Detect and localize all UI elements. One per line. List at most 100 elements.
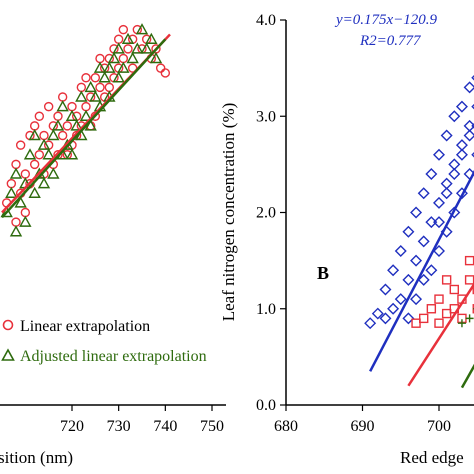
panel-b-x-tick-label-0: 680 <box>274 418 298 435</box>
panel-b-series-0-point-16 <box>417 187 430 200</box>
panel-b-y-tick-label-3: 3.0 <box>256 108 276 125</box>
panel-a-series-1-point-2 <box>9 225 23 237</box>
panel-b-series-0-point-28 <box>448 158 461 171</box>
panel-a-series-1-point-6 <box>19 215 32 227</box>
panel-b-r-squared: R2=0.777 <box>359 33 422 49</box>
panel-b-series-0-point-1 <box>371 307 384 320</box>
panel-b-label: B <box>317 263 329 283</box>
panel-b-series-0-point-3 <box>379 283 392 296</box>
panel-a-series-1-point-34 <box>107 52 121 64</box>
panel-a-series-1-point-43 <box>145 32 158 44</box>
panel-a-x-tick-label-0: 720 <box>60 418 84 435</box>
panel-a-series-1-point-28 <box>89 90 102 102</box>
panel-a-series-0-point-13 <box>34 111 45 121</box>
panel-b-series-0-point-27 <box>440 187 453 200</box>
panel-b-y-tick-label-1: 1.0 <box>256 301 276 318</box>
panel-b-series-0-point-18 <box>425 264 438 277</box>
panel-a-series-0-point-36 <box>90 73 101 83</box>
panel-b-series-1-point-14 <box>472 284 474 295</box>
panel-a-series-1-point-40 <box>131 42 144 54</box>
panel-a-series-0-point-1 <box>6 178 17 189</box>
panel-b-series-0-point-31 <box>448 168 461 180</box>
panel-a-series-0-point-2 <box>11 217 21 227</box>
panel-a-series-0-point-32 <box>81 101 91 112</box>
panel-a-series-1-point-3 <box>9 167 23 179</box>
panel-b-series-0-point-24 <box>440 177 453 190</box>
panel-b-series-0-point-19 <box>425 168 438 180</box>
panel-a-legend: Linear extrapolation Adjusted linear ext… <box>1 318 207 365</box>
panel-a-series-0-point-3 <box>11 159 21 170</box>
panel-b-series-0-point-34 <box>455 100 468 113</box>
panel-b-series-0-point-13 <box>410 206 423 219</box>
panel-b-series-0-point-15 <box>417 273 430 286</box>
legend-adjusted-label: Adjusted linear extrapolation <box>20 348 207 365</box>
panel-a-series-0-point-39 <box>95 53 105 64</box>
panel-b-series-0-point-35 <box>455 148 468 161</box>
panel-b-series-0-point-32 <box>455 139 468 152</box>
panel-a-series-1-point-1 <box>5 186 18 198</box>
panel-b-y-tick-label-0: 0.0 <box>256 397 276 414</box>
panel-a-series-1-point-36 <box>112 42 125 54</box>
panel-a-series-1-point-18 <box>56 100 69 112</box>
panel-a-series-0-point-6 <box>20 169 31 179</box>
panel-a-series-1-point-14 <box>47 129 60 141</box>
panel-a-series-1-point-11 <box>37 138 51 150</box>
panel-b-x-tick-label-2: 700 <box>427 418 451 435</box>
panel-a-series-1-point-25 <box>79 109 93 121</box>
panel-b-y-tick-label-4: 4.0 <box>256 12 276 29</box>
panel-b-series-0-point-10 <box>402 225 415 238</box>
panel-b-series-0-point-6 <box>394 293 407 306</box>
panel-a-series-1-point-29 <box>93 61 107 73</box>
panel-a-series-1-point-41 <box>135 23 149 35</box>
panel-b-series-0-point-23 <box>433 216 445 229</box>
panel-b-y-tick-label-2: 2.0 <box>256 205 276 222</box>
panel-a-series-1-point-16 <box>51 119 65 131</box>
panel-a-series-0-point-17 <box>43 101 54 112</box>
panel-b-series-1-point-1 <box>419 313 429 324</box>
panel-b-x-axis-label: Red edge <box>400 448 464 467</box>
panel-b-series-1-point-5 <box>441 308 452 319</box>
panel-b-series-0-point-26 <box>440 129 453 142</box>
panel-b-series-0-point-4 <box>387 302 400 315</box>
panel-a-series-0-point-49 <box>118 24 129 35</box>
panel-b-y-ticks: 0.0 1.0 2.0 3.0 4.0 <box>256 12 286 414</box>
panel-b-series-1-point-8 <box>449 284 459 295</box>
panel-a-series-1-point-9 <box>28 129 41 141</box>
panel-a-series-0-point-24 <box>62 121 73 131</box>
panel-b-series-0-point-5 <box>387 264 400 277</box>
panel-a-series-0-point-10 <box>29 121 40 131</box>
legend-adjusted-marker-icon <box>1 348 15 361</box>
panel-b-series-0-point-11 <box>410 254 423 267</box>
panel-a-series-0-point-22 <box>57 130 68 141</box>
panel-a-series-0-point-11 <box>29 159 40 170</box>
panel-b-series-0-point-20 <box>433 196 445 209</box>
panel-a-x-tick-label-1: 730 <box>107 418 131 435</box>
panel-b-series-2-point-0 <box>457 319 466 328</box>
panel-a-series-1-point-22 <box>70 119 83 131</box>
panel-b-series-1-point-0 <box>411 318 421 328</box>
panel-a-series-1-point-20 <box>65 109 79 121</box>
panel-b-series-0-point-7 <box>394 245 407 257</box>
panel-a-series-1-point-26 <box>84 80 97 93</box>
panel-a-series-1-point-38 <box>121 32 135 44</box>
panel-a: 720 730 740 750 sition (nm) Linear extrapol… <box>0 23 226 467</box>
panel-a-series-0-point-5 <box>15 140 26 150</box>
panel-b-series-1-point-2 <box>426 304 437 314</box>
panel-b-series-0-point-21 <box>433 245 445 257</box>
panel-a-series-0-point-7 <box>20 207 31 218</box>
panel-a-series-1-point-13 <box>42 148 55 160</box>
panel-a-series-1-point-31 <box>98 71 111 83</box>
panel-a-series-0-point-20 <box>53 111 63 121</box>
panel-a-series-1-point-42 <box>140 42 153 54</box>
panel-a-series-1-point-15 <box>47 167 60 179</box>
panel-a-series-0-point-50 <box>123 44 133 54</box>
panel-a-series-1-point-12 <box>37 177 51 189</box>
panel-b-series-2-fit-line <box>460 363 474 389</box>
panel-b-series-1-point-12 <box>464 255 474 266</box>
panel-b-series-0-point-0 <box>364 317 377 330</box>
legend-linear-label: Linear extrapolation <box>20 318 150 335</box>
panel-a-series-0-point-15 <box>39 130 49 141</box>
panel-b-series-0-point-9 <box>402 312 415 325</box>
panel-b-series-0-point-12 <box>410 293 423 306</box>
